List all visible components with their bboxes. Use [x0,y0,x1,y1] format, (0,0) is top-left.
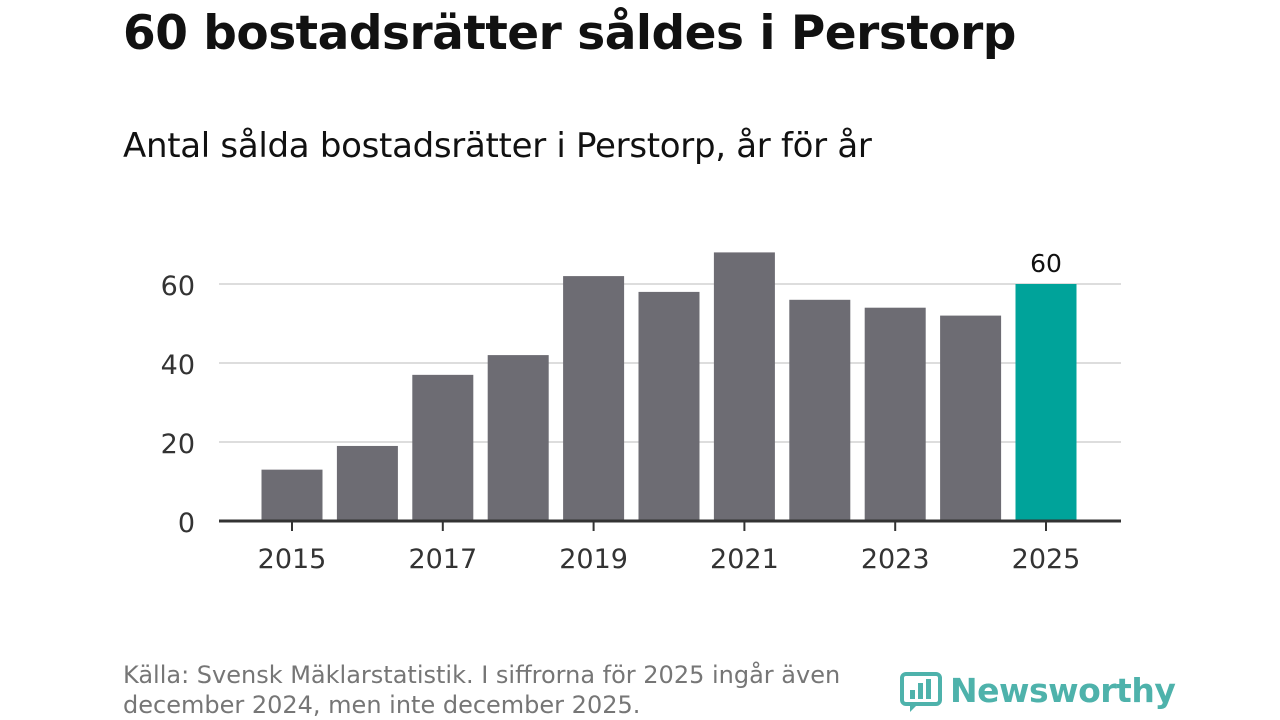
y-tick-label: 40 [161,350,195,381]
x-tick-label: 2019 [559,544,628,575]
newsworthy-logo-text: Newsworthy [950,670,1176,710]
bar [713,252,775,521]
source-note: Källa: Svensk Mäklarstatistik. I siffror… [123,661,841,719]
newsworthy-logo: Newsworthy [900,668,1176,712]
chart-title: 60 bostadsrätter såldes i Perstorp [123,6,1016,61]
bar-highlight [1015,284,1077,521]
chart-subtitle: Antal sålda bostadsrätter i Perstorp, år… [123,126,872,166]
y-tick-label: 60 [161,271,195,302]
bar [864,307,926,521]
x-tick-label: 2015 [258,544,327,575]
data-label: 60 [1030,249,1062,278]
x-tick-label: 2023 [861,544,930,575]
bar [789,299,851,521]
x-tick-label: 2021 [710,544,779,575]
bar [940,315,1002,521]
bar [412,374,474,521]
newsworthy-logo-icon [900,672,942,712]
bar [563,276,625,521]
bar [336,445,398,521]
y-tick-label: 0 [178,508,195,539]
bar [487,355,549,521]
bar [638,291,700,521]
x-tick-label: 2025 [1012,544,1081,575]
x-tick-label: 2017 [408,544,477,575]
bar [261,469,323,521]
y-tick-label: 20 [161,429,195,460]
